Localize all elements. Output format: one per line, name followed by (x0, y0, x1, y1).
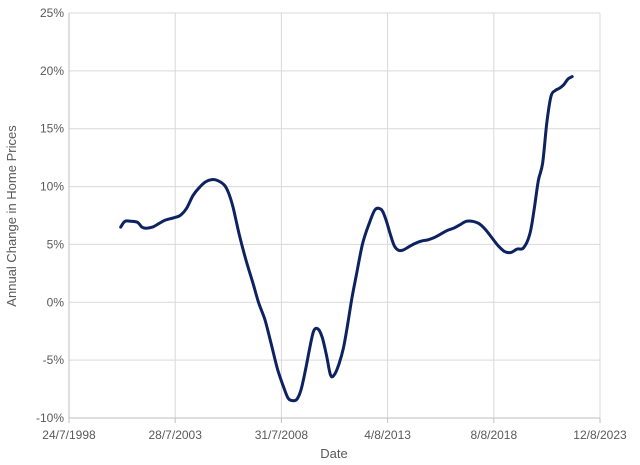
x-tick-label: 28/7/2003 (149, 428, 203, 442)
y-axis-title: Annual Change in Home Prices (4, 125, 19, 307)
y-tick-label: 20% (40, 64, 64, 78)
x-tick-label: 4/8/2013 (364, 428, 411, 442)
home-price-change-line (119, 75, 574, 403)
series-layer (119, 75, 574, 403)
y-tick-label: 5% (47, 237, 65, 251)
y-tick-labels: -10% -5% 0% 5% 10% 15% 20% 25% (36, 6, 64, 425)
x-tick-label: 12/8/2023 (573, 428, 627, 442)
y-tick-label: 10% (40, 180, 64, 194)
x-tick-label: 24/7/1998 (42, 428, 96, 442)
axis-layer (68, 13, 601, 423)
x-tick-label: 8/8/2018 (470, 428, 517, 442)
x-axis-title: Date (320, 446, 347, 461)
y-tick-label: -5% (43, 353, 65, 367)
y-tick-label: -10% (36, 411, 64, 425)
y-tick-label: 0% (47, 295, 65, 309)
grid-layer (69, 12, 601, 418)
y-tick-label: 25% (40, 6, 64, 20)
x-tick-label: 31/7/2008 (255, 428, 309, 442)
y-tick-label: 15% (40, 122, 64, 136)
x-tick-labels: 24/7/1998 28/7/2003 31/7/2008 4/8/2013 8/8/2… (42, 428, 627, 442)
